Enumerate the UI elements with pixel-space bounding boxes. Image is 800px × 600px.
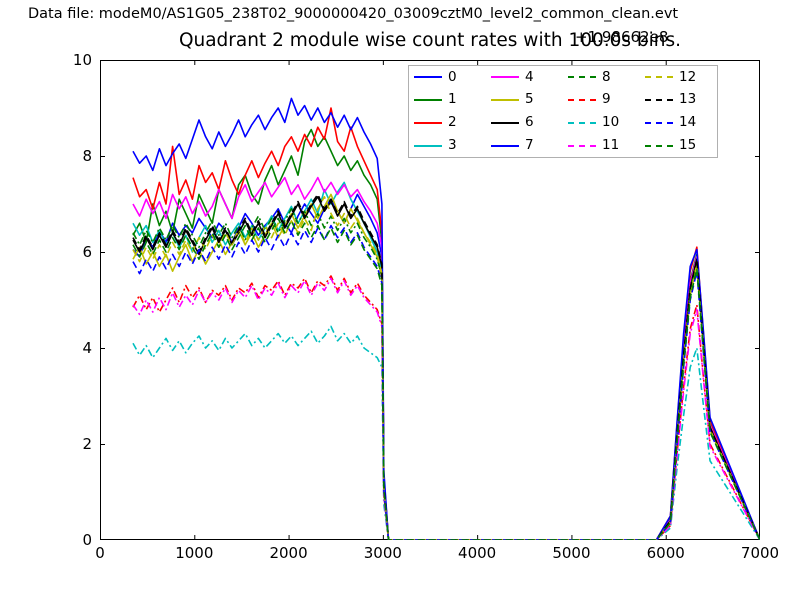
legend-label-2: 2	[448, 114, 457, 131]
legend-label-13: 13	[679, 91, 697, 108]
legend-item-14: 14	[640, 116, 717, 130]
legend-swatch-7	[491, 144, 519, 147]
x-tick-label-7: 7000	[740, 544, 780, 562]
legend-label-5: 5	[525, 91, 534, 108]
legend-item-3: 3	[409, 136, 486, 153]
chart-title: Quadrant 2 module wise count rates with …	[178, 30, 682, 51]
x-tick-label-2: 2000	[269, 544, 308, 562]
legend-swatch-13	[645, 99, 673, 102]
series-line-0	[132, 193, 760, 540]
legend-item-1: 1	[409, 93, 486, 107]
legend-label-6: 6	[525, 114, 534, 131]
x-tick-label-5: 5000	[552, 544, 591, 562]
legend-item-9: 9	[563, 93, 640, 107]
series-line-13	[132, 193, 760, 540]
chart-legend: 0 4 8 12 1 5 9 13 2 6 10 14 3 7 11 15	[408, 65, 718, 158]
legend-label-0: 0	[448, 68, 457, 85]
series-line-2	[132, 107, 760, 540]
legend-swatch-15	[645, 144, 673, 147]
x-tick-label-3: 3000	[363, 544, 402, 562]
x-tick-label-6: 6000	[646, 544, 685, 562]
legend-label-1: 1	[448, 91, 457, 108]
series-line-1	[132, 128, 760, 540]
legend-grid: 0 4 8 12 1 5 9 13 2 6 10 14 3 7 11 15	[409, 66, 717, 157]
legend-item-7: 7	[486, 136, 563, 153]
legend-swatch-4	[491, 76, 519, 79]
legend-swatch-14	[645, 121, 673, 124]
series-line-4	[132, 176, 760, 540]
y-tick-label-0: 0	[82, 531, 92, 549]
series-line-15	[132, 217, 760, 540]
series-line-10	[132, 325, 760, 540]
data-file-caption: Data file: modeM0/AS1G05_238T02_90000004…	[28, 6, 679, 22]
legend-item-10: 10	[563, 116, 640, 130]
legend-label-4: 4	[525, 68, 534, 85]
series-line-8	[132, 208, 760, 540]
series-line-11	[132, 277, 760, 540]
y-tick-label-5: 10	[72, 51, 92, 69]
legend-swatch-2	[414, 121, 442, 124]
legend-swatch-1	[414, 99, 442, 102]
legend-label-9: 9	[602, 91, 611, 108]
legend-label-7: 7	[525, 136, 534, 153]
series-line-3	[132, 181, 760, 540]
legend-item-11: 11	[563, 136, 640, 153]
legend-label-3: 3	[448, 136, 457, 153]
plot-canvas	[100, 60, 760, 540]
x-tick-label-0: 0	[95, 544, 105, 562]
series-line-5	[132, 193, 760, 540]
legend-label-15: 15	[679, 136, 697, 153]
legend-swatch-9	[568, 99, 596, 102]
legend-item-13: 13	[640, 93, 717, 107]
legend-item-15: 15	[640, 136, 717, 153]
legend-swatch-10	[568, 121, 596, 124]
y-tick-label-4: 8	[82, 147, 92, 165]
y-tick-label-3: 6	[82, 243, 92, 261]
series-line-9	[132, 275, 760, 540]
legend-swatch-3	[414, 144, 442, 147]
legend-label-11: 11	[602, 136, 620, 153]
x-tick-label-4: 4000	[458, 544, 497, 562]
x-tick-label-1: 1000	[175, 544, 214, 562]
legend-item-6: 6	[486, 116, 563, 130]
legend-item-5: 5	[486, 93, 563, 107]
legend-swatch-12	[645, 76, 673, 79]
legend-swatch-6	[491, 121, 519, 124]
legend-label-10: 10	[602, 114, 620, 131]
series-line-7	[132, 97, 760, 540]
legend-item-0: 0	[409, 68, 486, 85]
legend-swatch-5	[491, 99, 519, 102]
plot-area	[100, 60, 760, 540]
y-tick-label-1: 2	[82, 435, 92, 453]
legend-item-8: 8	[563, 68, 640, 85]
legend-label-12: 12	[679, 68, 697, 85]
legend-label-8: 8	[602, 68, 611, 85]
legend-label-14: 14	[679, 114, 697, 131]
legend-swatch-11	[568, 144, 596, 147]
legend-item-2: 2	[409, 116, 486, 130]
legend-item-12: 12	[640, 68, 717, 85]
legend-item-4: 4	[486, 68, 563, 85]
series-line-6	[132, 196, 760, 540]
legend-swatch-0	[414, 76, 442, 79]
series-line-14	[132, 224, 760, 540]
legend-swatch-8	[568, 76, 596, 79]
y-tick-label-2: 4	[82, 339, 92, 357]
series-line-12	[132, 196, 760, 540]
x-axis-offset-label: +1.98662e8	[575, 28, 669, 46]
